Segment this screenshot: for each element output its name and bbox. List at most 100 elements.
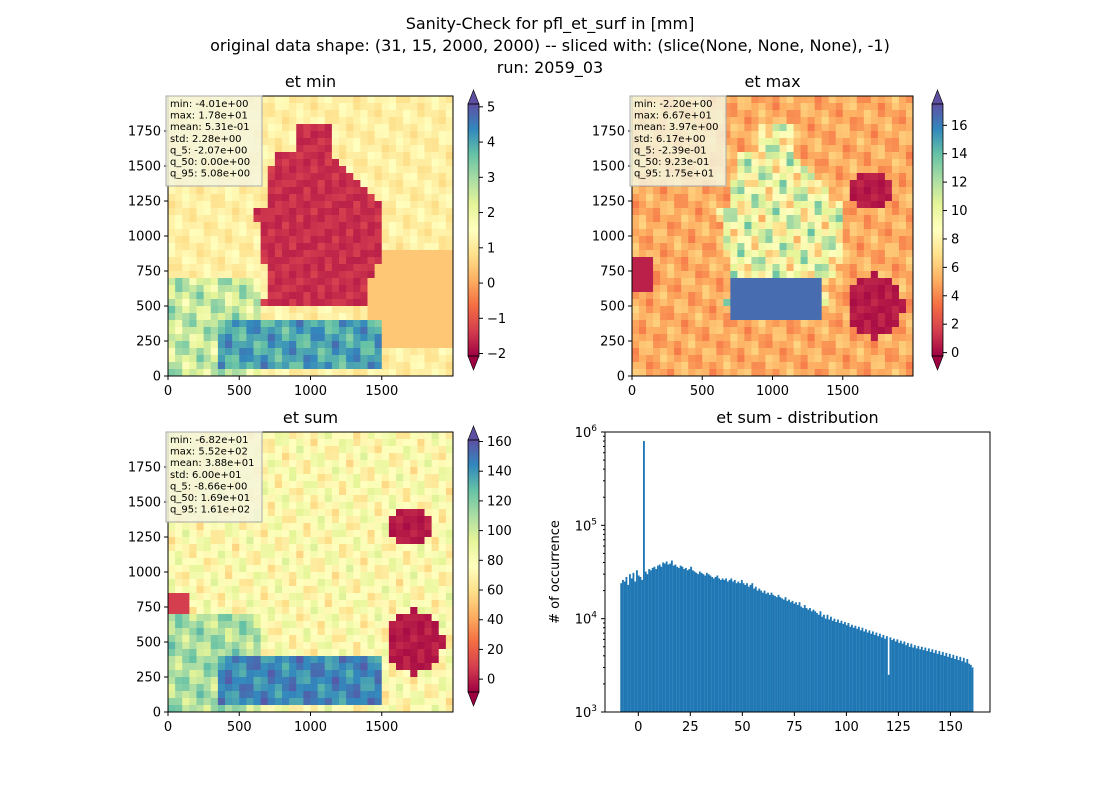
heatmap-cell xyxy=(310,320,319,328)
heatmap-cell xyxy=(232,670,240,678)
heatmap-cell xyxy=(267,103,276,111)
heatmap-cell xyxy=(274,173,283,181)
heatmap-cell xyxy=(835,159,844,167)
heatmap-cell xyxy=(424,362,433,370)
heatmap-cell xyxy=(403,173,411,181)
heatmap-cell xyxy=(374,362,383,370)
colorbar-tick-label: 16 xyxy=(951,119,968,134)
heatmap-cell xyxy=(891,299,900,307)
heatmap-cell xyxy=(445,453,454,461)
heatmap-cell xyxy=(863,264,872,272)
heatmap-cell xyxy=(225,208,233,216)
heatmap-cell xyxy=(639,201,647,209)
heatmap-cell xyxy=(374,551,383,559)
heatmap-cell xyxy=(821,138,830,146)
heatmap-cell xyxy=(296,691,304,699)
heatmap-cell xyxy=(339,138,347,146)
heatmap-cell xyxy=(835,299,844,307)
heatmap-cell xyxy=(217,635,226,643)
heatmap-cell xyxy=(246,264,254,272)
heatmap-cell xyxy=(239,600,247,608)
heatmap-cell xyxy=(898,229,907,237)
heatmap-cell xyxy=(667,208,675,216)
heatmap-cell xyxy=(239,341,247,349)
heatmap-cell xyxy=(374,285,383,293)
heatmap-cell xyxy=(367,488,376,496)
heatmap-cell xyxy=(445,334,454,342)
heatmap-cell xyxy=(667,264,675,272)
heatmap-cell xyxy=(267,614,276,622)
heatmap-cell xyxy=(388,537,397,545)
heatmap-cell xyxy=(856,187,865,195)
heatmap-cell xyxy=(324,180,333,188)
heatmap-cell xyxy=(424,537,433,545)
heatmap-cell xyxy=(217,705,226,713)
heatmap-cell xyxy=(814,152,823,160)
heatmap-cell xyxy=(388,152,397,160)
heatmap-cell xyxy=(196,572,205,580)
heatmap-cell xyxy=(303,159,311,167)
heatmap-cell xyxy=(688,215,696,223)
heatmap-cell xyxy=(807,236,816,244)
heatmap-cell xyxy=(438,530,447,538)
heatmap-cell xyxy=(891,208,900,216)
heatmap-cell xyxy=(374,635,383,643)
heatmap-cell xyxy=(367,642,376,650)
heatmap-cell xyxy=(182,243,190,251)
heatmap-cell xyxy=(260,663,269,671)
heatmap-cell xyxy=(317,649,326,657)
heatmap-cell xyxy=(765,334,773,342)
heatmap-cell xyxy=(310,579,319,587)
heatmap-cell xyxy=(751,292,759,300)
heatmap-cell xyxy=(353,222,361,230)
heatmap-cell xyxy=(367,649,376,657)
heatmap-cell xyxy=(353,271,361,279)
heatmap-cell xyxy=(381,635,390,643)
heatmap-cell xyxy=(744,362,752,370)
heatmap-cell xyxy=(445,236,454,244)
heatmap-cell xyxy=(884,159,893,167)
heatmap-cell xyxy=(360,341,368,349)
heatmap-cell xyxy=(246,523,254,531)
heatmap-cell xyxy=(353,509,361,517)
heatmap-cell xyxy=(814,103,823,111)
heatmap-cell xyxy=(891,250,900,258)
heatmap-cell xyxy=(758,250,766,258)
heatmap-cell xyxy=(403,320,411,328)
heatmap-cell xyxy=(396,635,404,643)
heatmap-cell xyxy=(303,432,311,440)
heatmap-cell xyxy=(260,299,269,307)
heatmap-cell xyxy=(388,593,397,601)
heatmap-cell xyxy=(807,271,816,279)
heatmap-cell xyxy=(303,579,311,587)
heatmap-cell xyxy=(744,271,752,279)
heatmap-cell xyxy=(232,663,240,671)
heatmap-cell xyxy=(632,243,640,251)
heatmap-cell xyxy=(884,257,893,265)
heatmap-cell xyxy=(203,306,212,314)
heatmap-cell xyxy=(381,369,390,377)
heatmap-cell xyxy=(267,96,276,104)
heatmap-cell xyxy=(282,516,290,524)
heatmap-cell xyxy=(381,628,390,636)
heatmap-cell xyxy=(431,488,440,496)
heatmap-cell xyxy=(353,544,361,552)
heatmap-cell xyxy=(282,495,290,503)
heatmap-cell xyxy=(296,684,304,692)
heatmap-cell xyxy=(646,299,654,307)
histogram-bar xyxy=(623,581,626,712)
heatmap-cell xyxy=(360,124,368,132)
heatmap-cell xyxy=(438,446,447,454)
heatmap-cell xyxy=(232,621,240,629)
heatmap-cell xyxy=(723,117,731,125)
heatmap-cell xyxy=(403,432,411,440)
heatmap-cell xyxy=(646,292,654,300)
heatmap-cell xyxy=(438,523,447,531)
heatmap-cell xyxy=(877,278,886,286)
heatmap-cell xyxy=(282,173,290,181)
heatmap-cell xyxy=(695,215,703,223)
heatmap-cell xyxy=(417,103,425,111)
heatmap-cell xyxy=(246,663,254,671)
heatmap-cell xyxy=(346,271,354,279)
heatmap-cell xyxy=(403,250,411,258)
